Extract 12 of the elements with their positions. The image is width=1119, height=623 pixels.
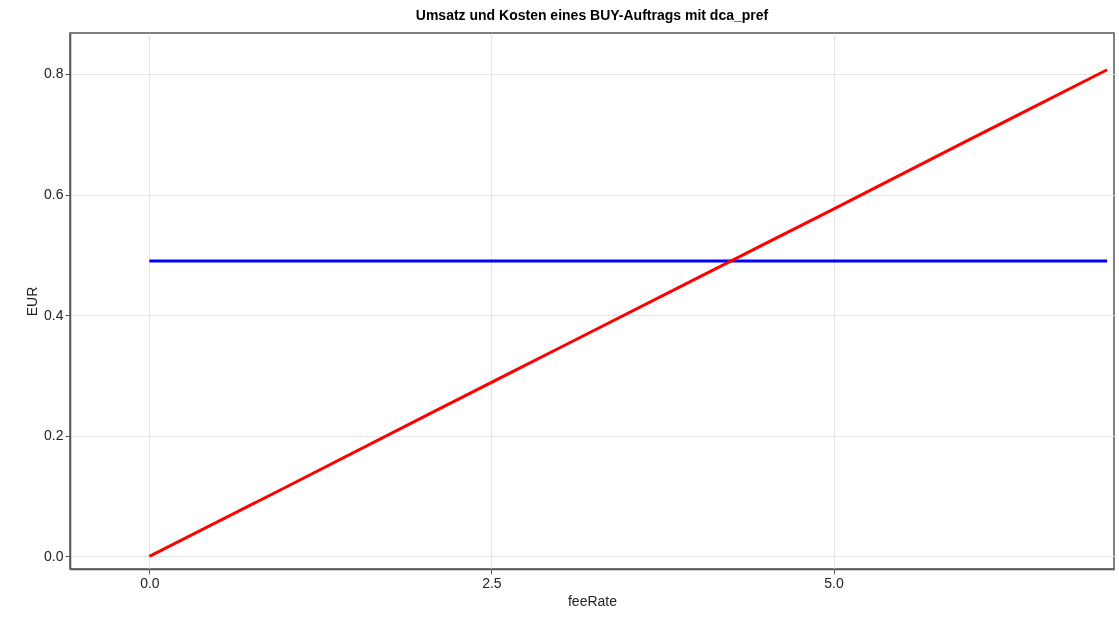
x-tick-label: 5.0 <box>824 574 844 591</box>
y-axis-title: EUR <box>24 286 41 317</box>
x-tick-label: 0.0 <box>140 574 160 591</box>
y-tick-label: 0.8 <box>44 65 64 82</box>
y-tick-label: 0.4 <box>44 306 64 323</box>
line-series <box>147 68 1109 558</box>
chart-title: Umsatz und Kosten eines BUY-Auftrags mit dca_pref <box>415 7 769 23</box>
y-tick-label: 0.0 <box>44 547 64 564</box>
x-tick-label: 2.5 <box>482 574 502 591</box>
x-axis-title: feeRate <box>567 592 618 609</box>
y-tick-label: 0.6 <box>44 186 64 203</box>
y-tick-label: 0.2 <box>44 427 64 444</box>
